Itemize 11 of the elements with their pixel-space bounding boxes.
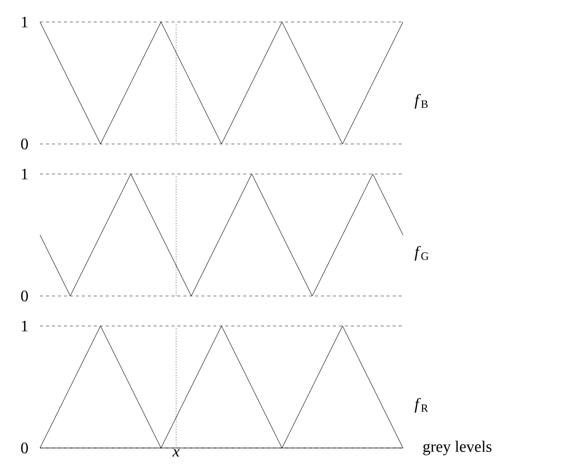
y-tick-label: 1 bbox=[22, 168, 28, 180]
text: f$_{B}$ bbox=[414, 94, 428, 109]
y-tick-label: 0 bbox=[21, 442, 28, 454]
series-label: f$_{R}$ bbox=[414, 398, 428, 413]
y-tick-label: 1 bbox=[22, 16, 28, 28]
series-label: f$_{G}$ bbox=[414, 246, 428, 261]
text: x bbox=[172, 449, 180, 456]
x-axis-title: grey levels bbox=[423, 440, 492, 456]
y-tick-label: 1 bbox=[22, 320, 28, 332]
y-tick-label: 0 bbox=[21, 290, 28, 302]
y-tick-label: 0 bbox=[21, 138, 28, 150]
